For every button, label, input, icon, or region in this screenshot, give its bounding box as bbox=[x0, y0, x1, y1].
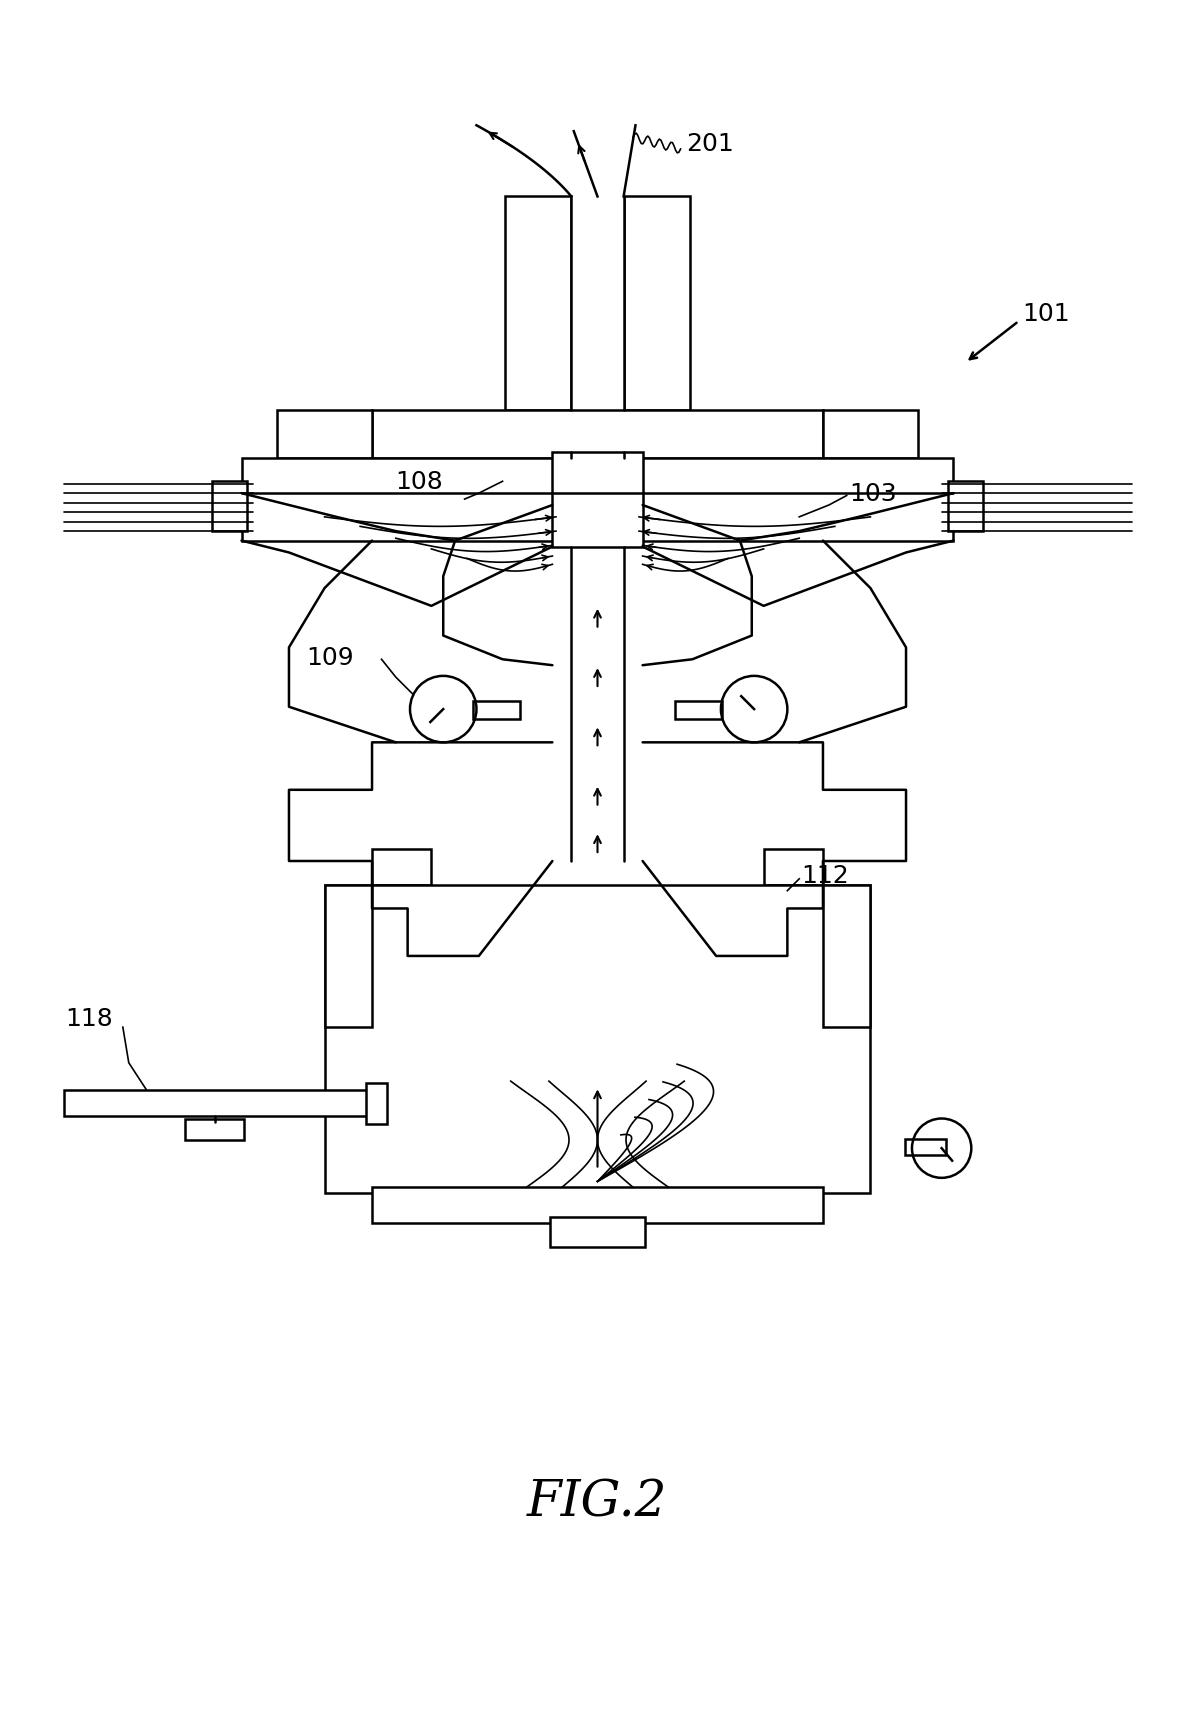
Bar bbox=[675, 701, 722, 718]
Bar bbox=[366, 1084, 387, 1125]
Bar bbox=[571, 198, 624, 410]
Bar bbox=[823, 410, 918, 458]
Bar bbox=[550, 1216, 645, 1247]
Bar bbox=[948, 482, 983, 532]
Bar bbox=[378, 886, 425, 920]
Bar bbox=[325, 886, 870, 1194]
Bar bbox=[505, 198, 571, 410]
Text: 201: 201 bbox=[686, 133, 734, 157]
Text: 118: 118 bbox=[66, 1006, 114, 1030]
Text: 101: 101 bbox=[1023, 302, 1070, 326]
Bar bbox=[277, 410, 372, 458]
Bar bbox=[63, 1091, 372, 1117]
Bar bbox=[184, 1118, 244, 1141]
Bar bbox=[764, 849, 823, 886]
Bar bbox=[552, 453, 643, 548]
Bar bbox=[372, 1187, 823, 1223]
Bar bbox=[624, 198, 690, 410]
Bar bbox=[372, 410, 823, 458]
Bar bbox=[823, 886, 870, 1027]
Bar bbox=[770, 886, 817, 920]
Bar bbox=[241, 458, 954, 541]
Bar bbox=[325, 886, 372, 1027]
Text: 112: 112 bbox=[802, 863, 850, 887]
Text: 103: 103 bbox=[850, 482, 896, 507]
Text: 109: 109 bbox=[307, 646, 354, 670]
Bar bbox=[212, 482, 247, 532]
Bar bbox=[473, 701, 520, 718]
Bar bbox=[905, 1139, 946, 1156]
Bar bbox=[372, 849, 431, 886]
Text: 108: 108 bbox=[396, 470, 443, 495]
Text: FIG.2: FIG.2 bbox=[527, 1477, 668, 1527]
